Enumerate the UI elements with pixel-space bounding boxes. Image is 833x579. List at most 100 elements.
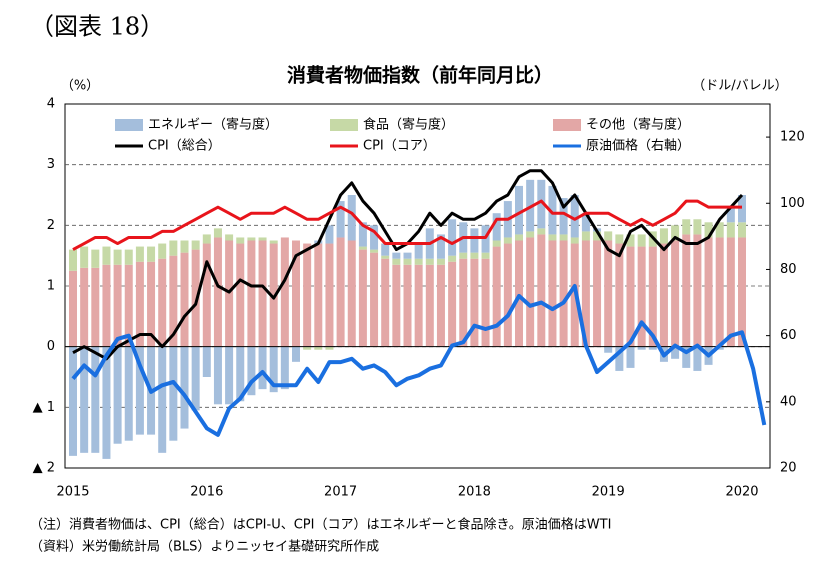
bar bbox=[648, 246, 657, 347]
bar bbox=[693, 346, 702, 371]
bar bbox=[325, 243, 334, 347]
bar bbox=[135, 261, 144, 347]
bar bbox=[448, 219, 457, 256]
bar bbox=[191, 249, 200, 347]
bar bbox=[503, 237, 512, 244]
bar bbox=[593, 231, 602, 241]
bar bbox=[548, 234, 557, 241]
bar bbox=[314, 243, 323, 347]
y2-tick-label: 40 bbox=[780, 394, 797, 409]
bar bbox=[593, 240, 602, 347]
bar bbox=[414, 243, 423, 259]
bar bbox=[392, 258, 401, 265]
bar bbox=[492, 240, 501, 247]
bar bbox=[414, 258, 423, 265]
bar bbox=[671, 225, 680, 241]
bar bbox=[403, 258, 412, 265]
bar bbox=[358, 246, 367, 250]
bar bbox=[570, 237, 579, 244]
bar bbox=[202, 346, 211, 377]
bar bbox=[213, 237, 222, 347]
bar bbox=[559, 198, 568, 235]
bar bbox=[604, 231, 613, 241]
bar bbox=[626, 234, 635, 247]
bar bbox=[414, 264, 423, 347]
legend-label: 食品（寄与度） bbox=[363, 117, 454, 133]
bar bbox=[581, 240, 590, 347]
bar bbox=[659, 228, 668, 244]
bar bbox=[80, 346, 89, 453]
bar bbox=[403, 264, 412, 347]
bar bbox=[704, 222, 713, 238]
bar bbox=[325, 346, 334, 350]
bar bbox=[135, 346, 144, 435]
note: （注）消費者物価は、CPI（総合）はCPI-U、CPI（コア）はエネルギーと食品… bbox=[30, 517, 611, 533]
bar bbox=[247, 237, 256, 241]
bar bbox=[738, 222, 746, 238]
bar bbox=[637, 234, 646, 247]
bar bbox=[269, 346, 278, 393]
y2-tick-label: 60 bbox=[780, 328, 797, 343]
bar bbox=[738, 195, 746, 223]
bar bbox=[425, 264, 434, 347]
bar bbox=[682, 346, 691, 368]
x-tick-label: 2016 bbox=[190, 485, 223, 500]
legend-label: その他（寄与度） bbox=[586, 117, 690, 133]
bar bbox=[648, 346, 657, 350]
bar bbox=[626, 246, 635, 347]
bar bbox=[236, 243, 245, 347]
bar bbox=[726, 222, 735, 238]
bar bbox=[180, 240, 189, 253]
x-tick-label: 2020 bbox=[725, 485, 758, 500]
bar bbox=[169, 240, 178, 256]
bar bbox=[202, 243, 211, 347]
bar bbox=[180, 252, 189, 347]
bar bbox=[347, 195, 356, 241]
bar bbox=[69, 346, 77, 456]
bar bbox=[147, 261, 156, 347]
bar bbox=[180, 346, 189, 429]
bar bbox=[659, 243, 668, 347]
x-tick-label: 2018 bbox=[458, 485, 491, 500]
bar bbox=[269, 240, 278, 244]
bar bbox=[303, 243, 312, 347]
bar bbox=[559, 234, 568, 241]
bar bbox=[135, 246, 144, 262]
bar bbox=[726, 207, 735, 223]
chart-title: 消費者物価指数（前年同月比） bbox=[287, 64, 553, 87]
bar bbox=[503, 243, 512, 347]
bar bbox=[715, 237, 724, 347]
bar bbox=[425, 258, 434, 265]
bar bbox=[69, 249, 77, 271]
bar bbox=[526, 237, 535, 347]
bar bbox=[113, 249, 122, 265]
bar bbox=[738, 237, 746, 347]
bar bbox=[470, 228, 479, 253]
bar bbox=[236, 346, 245, 402]
legend-label: CPI（総合） bbox=[148, 139, 221, 154]
bar bbox=[147, 246, 156, 262]
bar bbox=[381, 243, 390, 256]
bar bbox=[370, 225, 379, 250]
y-tick-label: 1 bbox=[47, 279, 55, 294]
bar bbox=[124, 249, 133, 265]
bar bbox=[682, 234, 691, 347]
bar bbox=[381, 255, 390, 259]
y2-tick-label: 120 bbox=[780, 130, 805, 145]
legend-swatch bbox=[553, 119, 581, 131]
line-series bbox=[71, 284, 767, 437]
bar bbox=[292, 240, 300, 347]
y2-tick-label: 80 bbox=[780, 262, 797, 277]
y-tick-label: 2 bbox=[47, 218, 55, 233]
legend-swatch bbox=[115, 119, 143, 131]
bar bbox=[91, 249, 100, 268]
bar bbox=[225, 346, 234, 405]
bar bbox=[671, 240, 680, 347]
bar bbox=[113, 264, 122, 347]
bar bbox=[358, 249, 367, 347]
bar bbox=[280, 237, 289, 347]
bar bbox=[526, 231, 535, 238]
bar bbox=[448, 255, 457, 262]
bar bbox=[358, 222, 367, 247]
bar bbox=[80, 267, 89, 347]
